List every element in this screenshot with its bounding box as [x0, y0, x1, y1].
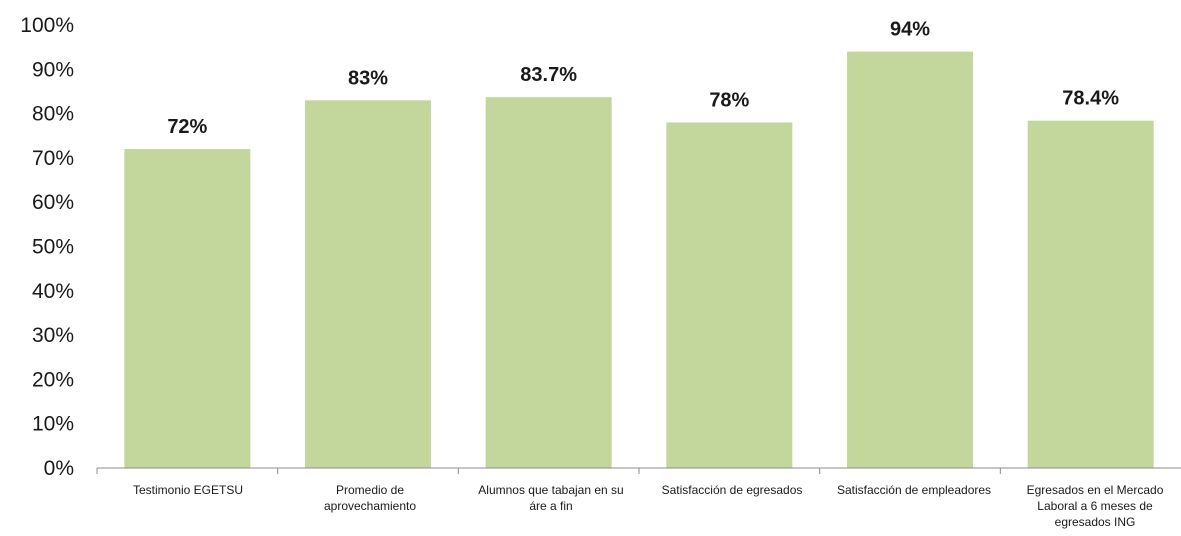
y-tick-label: 70%: [32, 147, 74, 170]
y-tick-label: 40%: [32, 280, 74, 303]
category-label: Satisfacción de egresados: [661, 483, 803, 497]
category-label: Promedio de aprovechamiento: [323, 483, 417, 513]
x-axis-ticks: [96, 468, 1001, 474]
y-tick-label: 90%: [32, 58, 74, 81]
y-tick-label: 30%: [32, 324, 74, 347]
bar: [124, 149, 251, 469]
data-label: 72%: [167, 116, 207, 138]
bars: [124, 51, 1154, 469]
y-tick-label: 10%: [32, 413, 74, 436]
y-tick-label: 60%: [32, 191, 74, 214]
bar: [485, 97, 612, 469]
category-label: Alumnos que tabajan en su áre a fin: [478, 483, 624, 513]
data-label: 83%: [348, 67, 388, 89]
category-label: Egresados en el Mercado Laboral a 6 mese…: [1026, 483, 1164, 529]
data-label: 78.4%: [1062, 88, 1119, 110]
category-label: Testimonio EGETSU: [132, 483, 244, 497]
bar: [666, 122, 793, 469]
data-label: 94%: [890, 19, 930, 41]
y-tick-label: 0%: [44, 457, 74, 480]
y-tick-label: 100%: [20, 14, 74, 37]
data-labels: 72% 83% 83.7% 78% 94% 78.4%: [167, 19, 1119, 138]
data-label: 78%: [709, 89, 749, 111]
y-axis: 0% 10% 20% 30% 40% 50% 60% 70% 80% 90% 100%: [20, 14, 74, 480]
data-label: 83.7%: [520, 64, 577, 86]
bar: [1027, 120, 1154, 469]
bar: [305, 100, 431, 468]
category-label: Satisfacción de empleadores: [836, 483, 992, 497]
y-tick-label: 20%: [32, 368, 74, 391]
bar: [847, 51, 973, 468]
y-tick-label: 80%: [32, 103, 74, 126]
y-tick-label: 50%: [32, 236, 74, 259]
